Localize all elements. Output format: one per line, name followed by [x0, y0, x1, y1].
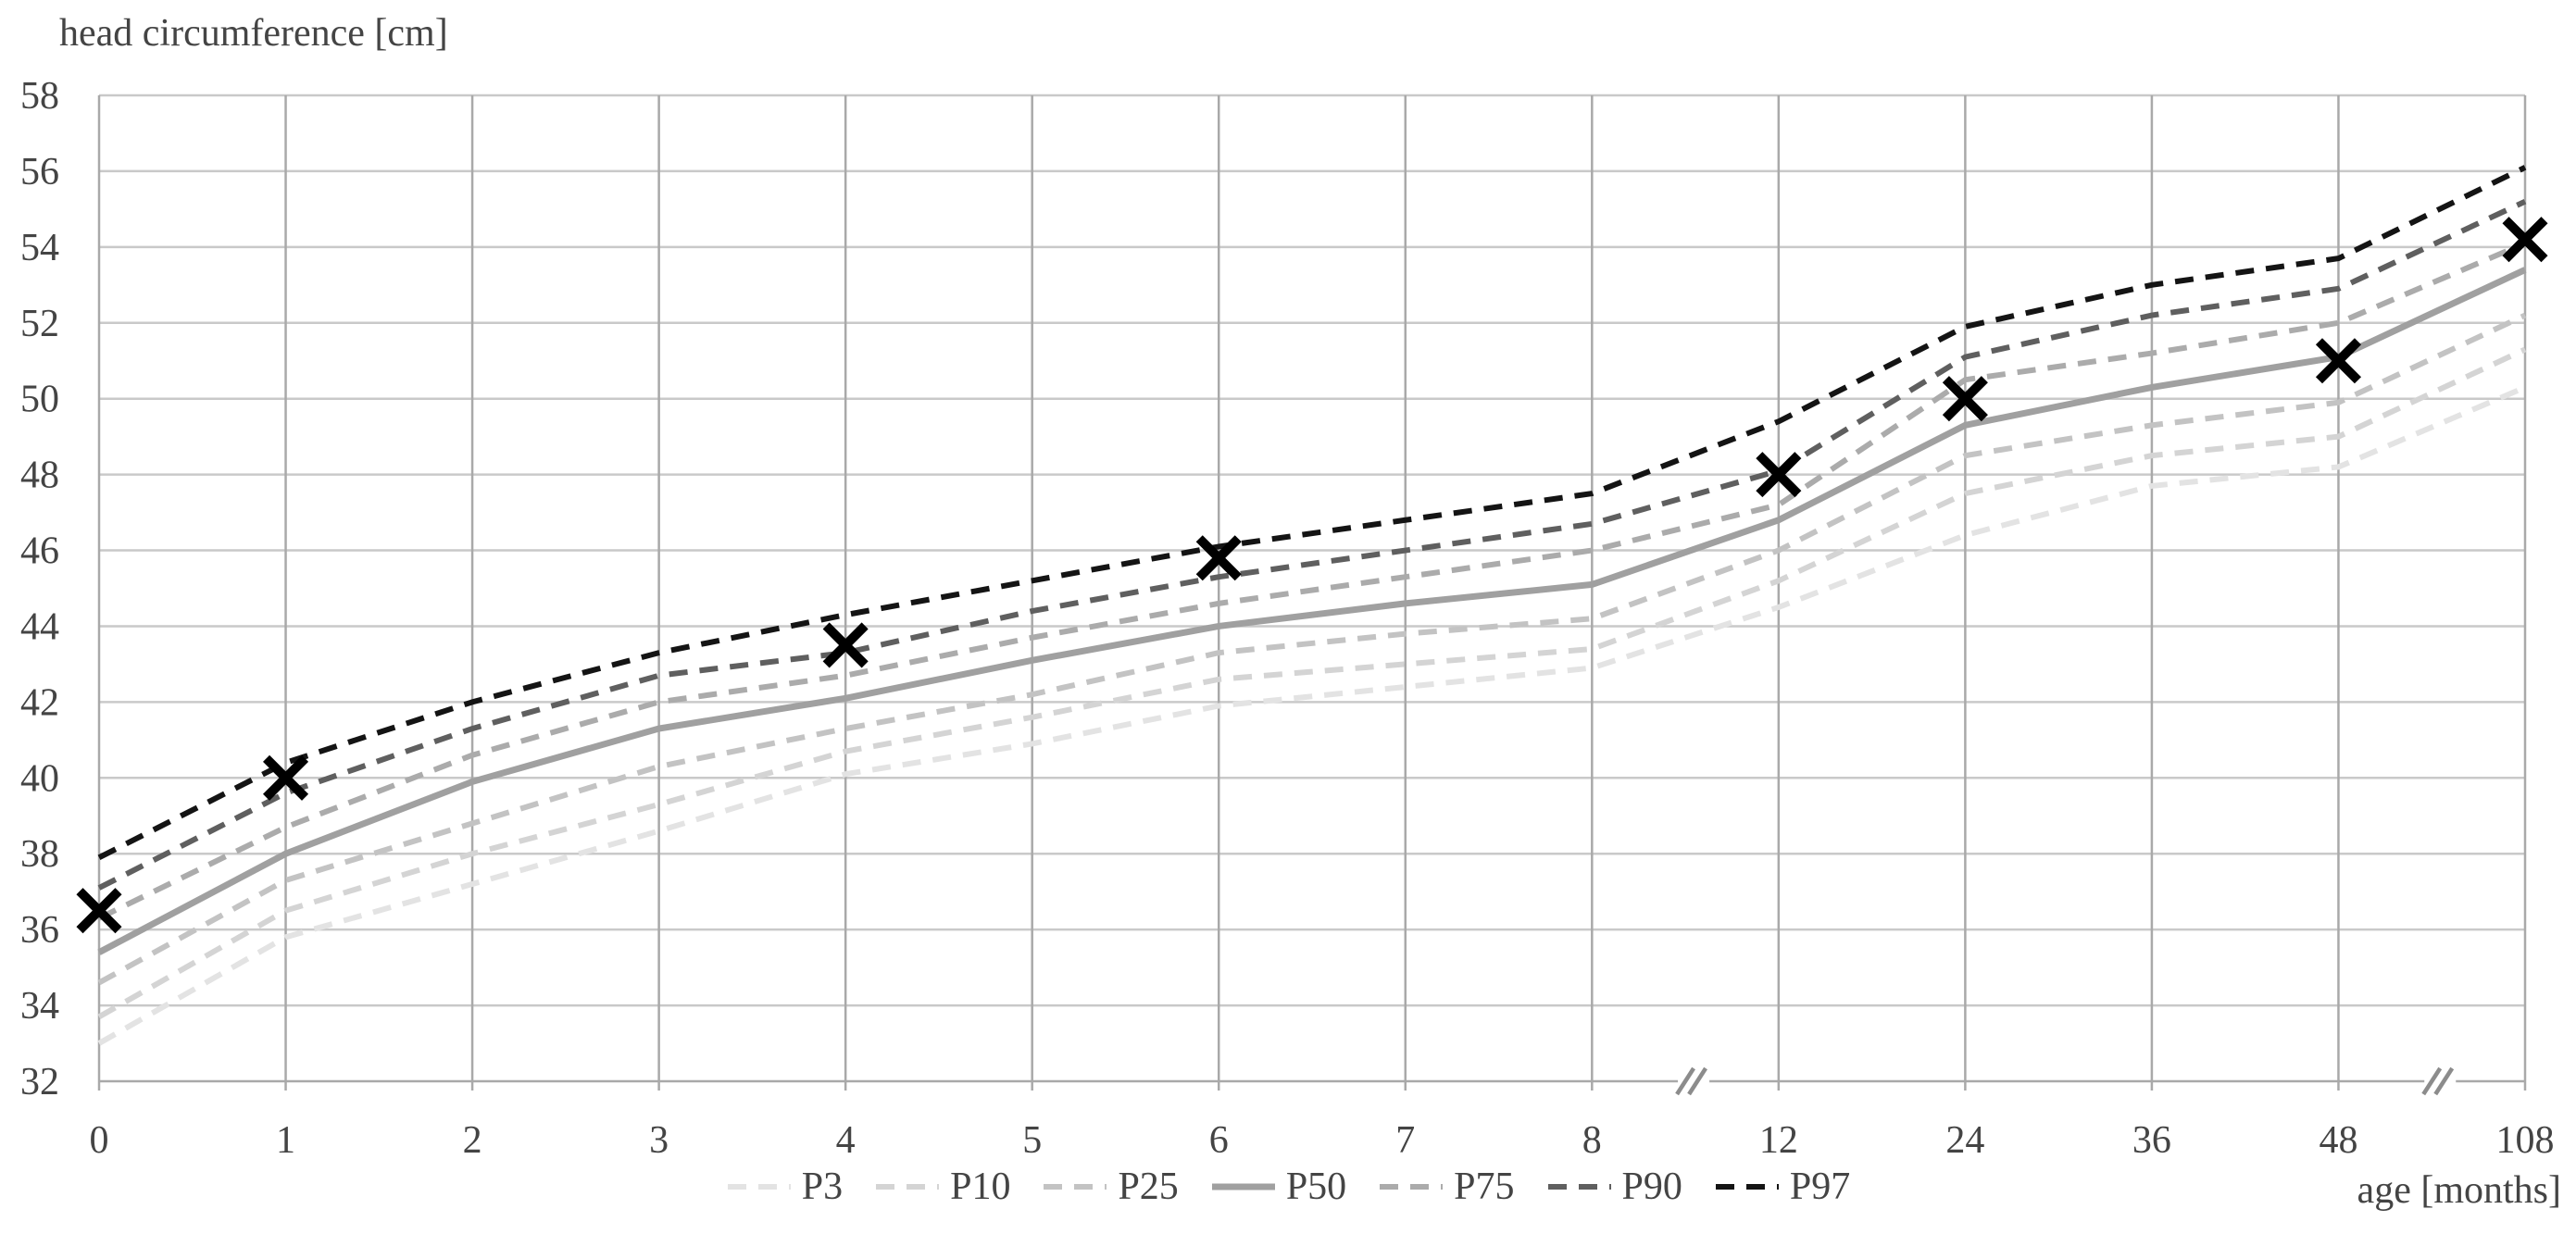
series-line-P97	[97, 165, 2527, 861]
y-tick-label: 32	[20, 1061, 59, 1103]
x-axis-title: age [months]	[2357, 1169, 2561, 1212]
y-tick-label: 36	[20, 909, 59, 952]
series-line-P50	[97, 267, 2527, 955]
x-tick-label: 24	[1945, 1119, 1984, 1162]
y-tick-label: 42	[20, 681, 59, 724]
y-tick-label: 44	[20, 605, 59, 648]
patient-x-marker	[263, 754, 309, 801]
series-line-P90	[97, 198, 2527, 891]
y-tick-label: 58	[20, 75, 59, 118]
series-line-P10	[97, 346, 2527, 1019]
x-tick-label: 2	[463, 1119, 482, 1162]
x-tick-label: 3	[649, 1119, 669, 1162]
x-tick-label: 36	[2132, 1119, 2171, 1162]
chart-title: head circumference [cm]	[59, 12, 448, 55]
axis-break-slash	[2433, 1066, 2455, 1096]
x-tick-label: 48	[2319, 1119, 2357, 1162]
x-tick-label: 12	[1759, 1119, 1798, 1162]
series-line-P75	[97, 240, 2527, 921]
patient-x-marker	[2315, 338, 2361, 384]
series-line-P3	[97, 384, 2527, 1046]
axis-break-gap	[2424, 1077, 2457, 1086]
x-tick-label: 1	[276, 1119, 295, 1162]
patient-x-marker	[1195, 535, 1242, 581]
axis-break-gap	[1678, 1077, 1710, 1086]
x-tick-label: 0	[90, 1119, 109, 1162]
series-line-P25	[97, 312, 2527, 986]
patient-x-marker	[1942, 376, 1988, 422]
x-tick-label: 4	[836, 1119, 856, 1162]
y-tick-label: 34	[20, 985, 59, 1028]
y-tick-label: 56	[20, 151, 59, 193]
y-tick-label: 54	[20, 227, 59, 269]
x-tick-label: 6	[1209, 1119, 1229, 1162]
x-tick-label: 108	[2496, 1119, 2555, 1162]
patient-x-marker	[822, 622, 869, 668]
patient-x-marker	[76, 888, 122, 934]
axis-break-slash	[2421, 1066, 2443, 1096]
x-tick-label: 7	[1395, 1119, 1415, 1162]
x-tick-label: 8	[1582, 1119, 1602, 1162]
axis-break-slash	[1675, 1066, 1695, 1096]
axis-break-slash	[1687, 1066, 1707, 1096]
patient-x-marker	[1756, 452, 1802, 498]
y-tick-label: 50	[20, 379, 59, 421]
x-tick-label: 5	[1022, 1119, 1042, 1162]
y-tick-label: 46	[20, 530, 59, 573]
patient-x-marker	[2502, 217, 2548, 263]
y-tick-label: 38	[20, 833, 59, 876]
y-tick-label: 48	[20, 455, 59, 497]
y-tick-label: 40	[20, 757, 59, 800]
y-tick-label: 52	[20, 303, 59, 345]
